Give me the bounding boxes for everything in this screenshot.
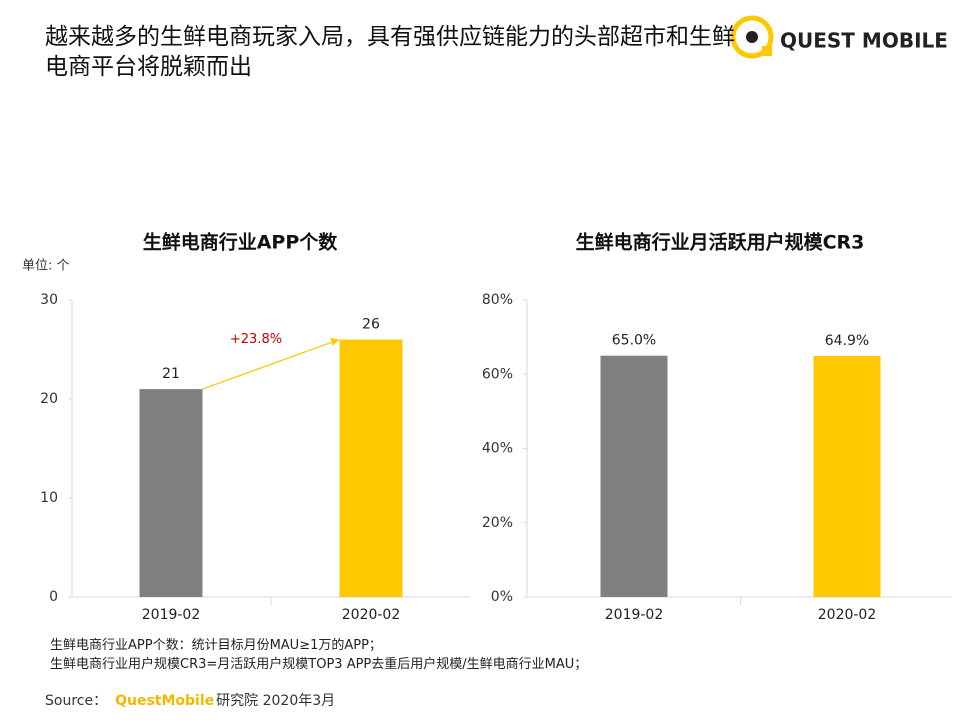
note: 生鲜电商行业用户规模CR3=月活跃用户规模TOP3 APP去重后用户规模/生鲜电… (50, 657, 588, 672)
source: Source： QuestMobile 研究院 2020年3月 (45, 690, 335, 710)
arrow-head (330, 337, 340, 346)
logo-icon (730, 15, 774, 59)
y-tick-label: 10 (40, 490, 58, 506)
y-tick-label: 20% (482, 515, 513, 531)
bar (139, 389, 203, 597)
bar (339, 339, 403, 597)
page-title: 越来越多的生鲜电商玩家入局，具有强供应链能力的头部超市和生鲜电商平台将脱颖而出 (45, 24, 735, 80)
logo-text: QUEST MOBILE (780, 29, 948, 53)
growth-annotation: +23.8% (230, 332, 282, 347)
y-tick-label: 0 (49, 589, 58, 605)
chart-title: 生鲜电商行业月活跃用户规模CR3 (576, 231, 865, 254)
chart-title: 生鲜电商行业APP个数 (143, 231, 339, 254)
unit-label: 单位: 个 (22, 259, 70, 274)
source-prefix: Source： (45, 693, 108, 709)
value-label: 64.9% (825, 333, 869, 349)
value-label: 21 (162, 366, 180, 382)
value-label: 65.0% (612, 333, 656, 349)
y-tick-label: 30 (40, 292, 58, 308)
x-tick-label: 2019-02 (142, 607, 201, 623)
x-tick-label: 2019-02 (605, 607, 664, 623)
value-label: 26 (362, 317, 380, 333)
bar (600, 355, 668, 597)
y-tick-label: 60% (482, 366, 513, 382)
y-tick-label: 80% (482, 292, 513, 308)
growth-arrow (202, 341, 334, 390)
y-tick-label: 40% (482, 441, 513, 457)
notes: 生鲜电商行业APP个数：统计目标月份MAU≥1万的APP； 生鲜电商行业用户规模… (50, 636, 587, 674)
source-brand: QuestMobile (115, 693, 215, 709)
y-tick-label: 20 (40, 391, 58, 407)
bar (813, 356, 881, 597)
y-tick-label: 0% (491, 589, 513, 605)
x-tick-label: 2020-02 (818, 607, 877, 623)
note: 生鲜电商行业APP个数：统计目标月份MAU≥1万的APP； (50, 638, 382, 653)
x-tick-label: 2020-02 (342, 607, 401, 623)
source-suffix: 研究院 2020年3月 (216, 693, 336, 709)
